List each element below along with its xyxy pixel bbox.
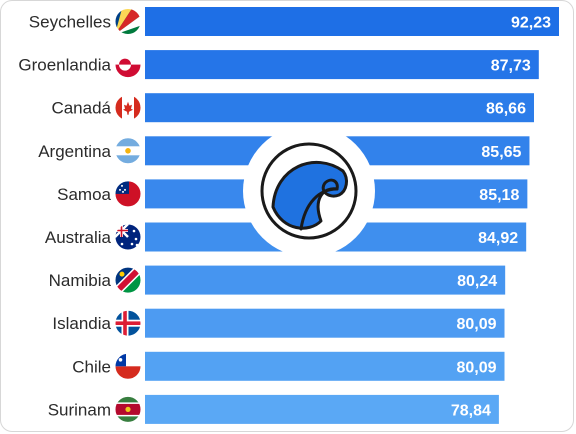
bar-7 <box>145 308 505 338</box>
value-label: 85,18 <box>479 187 519 204</box>
value-label: 92,23 <box>511 15 551 32</box>
samoa-flag-icon <box>114 180 142 208</box>
australia-flag-icon <box>114 223 142 251</box>
value-label: 80,24 <box>457 273 497 290</box>
bar-0 <box>145 7 559 36</box>
value-label: 80,09 <box>456 359 496 376</box>
value-label: 84,92 <box>478 230 518 247</box>
value-label: 78,84 <box>451 402 491 419</box>
category-label: Canadá <box>51 99 111 118</box>
value-label: 87,73 <box>491 58 531 75</box>
namibia-flag-icon <box>114 266 142 294</box>
argentina-flag-icon <box>114 137 142 165</box>
category-label: Namibia <box>49 271 112 290</box>
bar-8 <box>145 351 505 381</box>
value-label: 80,09 <box>456 316 496 333</box>
iceland-flag-icon <box>114 309 142 337</box>
category-label: Samoa <box>57 185 111 204</box>
bar-6 <box>145 265 506 295</box>
value-label: 86,66 <box>486 101 526 118</box>
category-label: Groenlandia <box>18 56 111 75</box>
category-label: Seychelles <box>29 13 111 32</box>
greenland-flag-icon <box>114 51 142 79</box>
wave-logo-icon <box>243 125 375 257</box>
category-label: Islandia <box>52 314 111 333</box>
suriname-flag-icon <box>114 395 142 423</box>
category-label: Argentina <box>38 142 111 161</box>
value-label: 85,65 <box>481 144 521 161</box>
bar-1 <box>145 50 539 80</box>
seychelles-flag-icon <box>114 8 142 35</box>
category-label: Australia <box>45 228 112 247</box>
chile-flag-icon <box>114 352 142 380</box>
canada-flag-icon <box>114 94 142 122</box>
category-label: Chile <box>72 357 111 376</box>
bar-9 <box>145 394 499 424</box>
category-label: Surinam <box>48 400 111 419</box>
bar-2 <box>145 93 534 123</box>
